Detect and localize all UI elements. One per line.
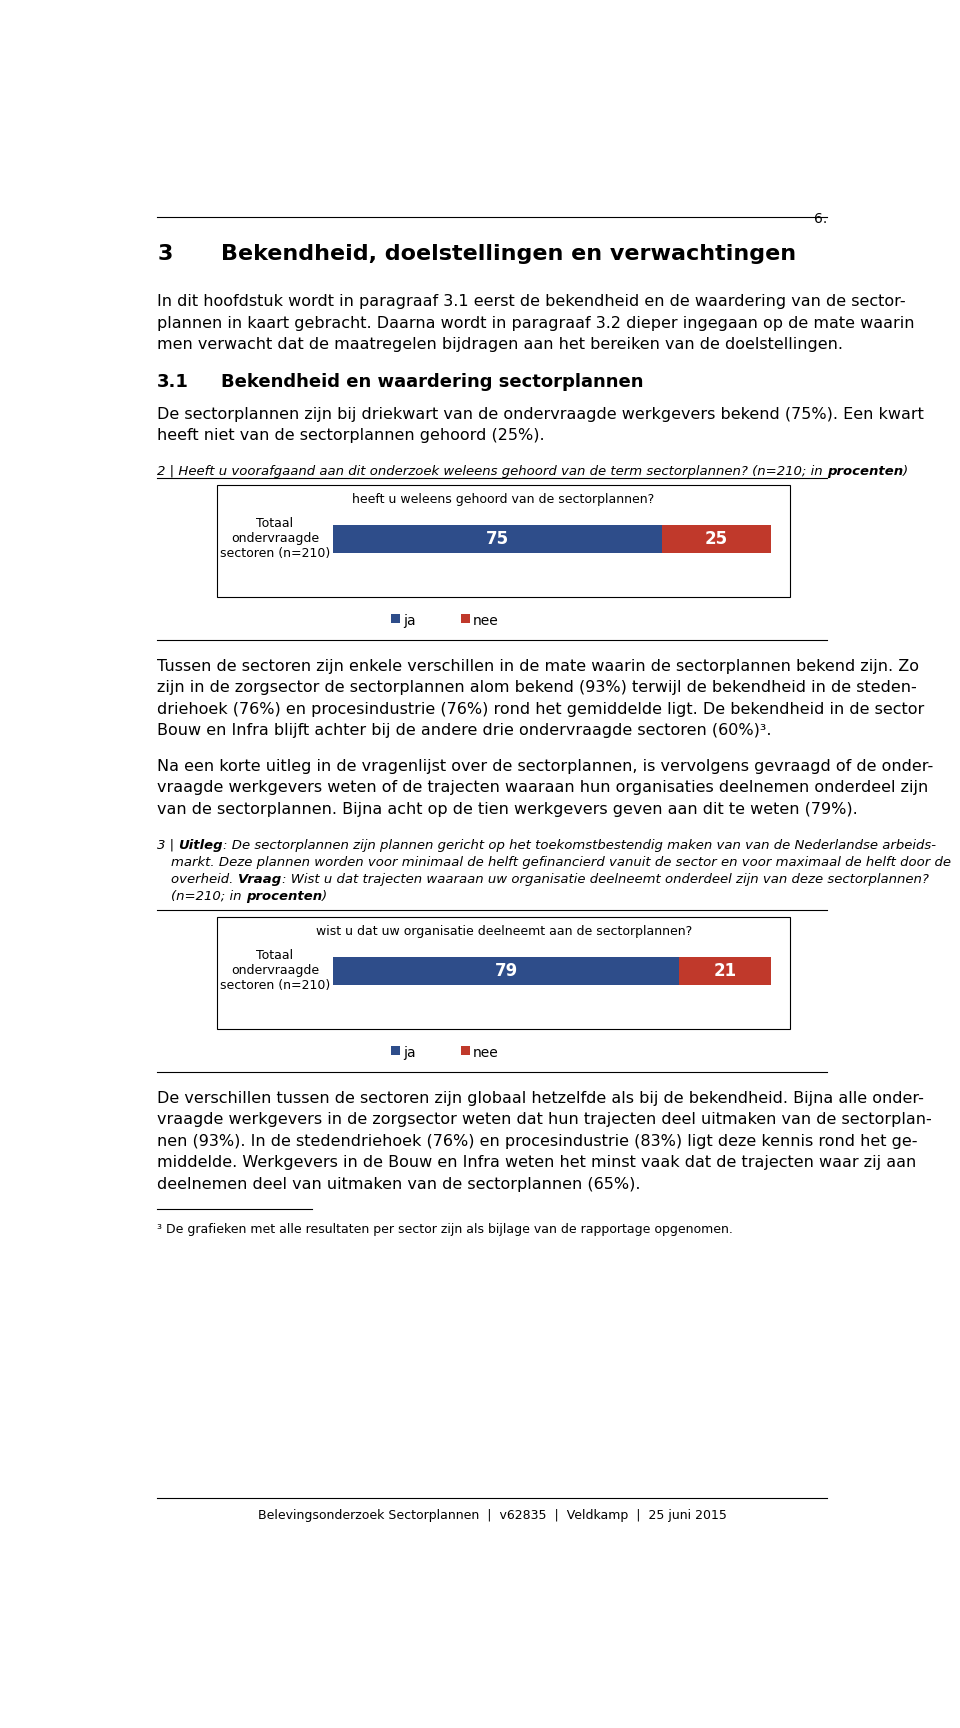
Text: 3.1: 3.1 <box>157 373 189 391</box>
Text: 75: 75 <box>486 530 509 548</box>
Text: : Wist u dat trajecten waaraan uw organisatie deelneemt onderdeel zijn van deze : : Wist u dat trajecten waaraan uw organi… <box>282 873 929 886</box>
FancyBboxPatch shape <box>392 615 399 622</box>
Text: middelde. Werkgevers in de Bouw en Infra weten het minst vaak dat de trajecten w: middelde. Werkgevers in de Bouw en Infra… <box>157 1156 917 1170</box>
Text: ja: ja <box>403 615 416 629</box>
Text: De sectorplannen zijn bij driekwart van de ondervraagde werkgevers bekend (75%).: De sectorplannen zijn bij driekwart van … <box>157 406 924 422</box>
Text: Belevingsonderzoek Sectorplannen  |  v62835  |  Veldkamp  |  25 juni 2015: Belevingsonderzoek Sectorplannen | v6283… <box>257 1509 727 1522</box>
Text: nen (93%). In de stedendriehoek (76%) en procesindustrie (83%) ligt deze kennis : nen (93%). In de stedendriehoek (76%) en… <box>157 1134 918 1149</box>
Text: Totaal
ondervraagde
sectoren (n=210): Totaal ondervraagde sectoren (n=210) <box>220 517 330 560</box>
Text: procenten: procenten <box>828 465 903 479</box>
Text: Bekendheid en waardering sectorplannen: Bekendheid en waardering sectorplannen <box>221 373 643 391</box>
Text: 21: 21 <box>713 962 736 980</box>
Text: ³ De grafieken met alle resultaten per sector zijn als bijlage van de rapportage: ³ De grafieken met alle resultaten per s… <box>157 1223 733 1236</box>
Text: In dit hoofdstuk wordt in paragraaf 3.1 eerst de bekendheid en de waardering van: In dit hoofdstuk wordt in paragraaf 3.1 … <box>157 294 906 309</box>
Text: Na een korte uitleg in de vragenlijst over de sectorplannen, is vervolgens gevra: Na een korte uitleg in de vragenlijst ov… <box>157 759 933 774</box>
FancyBboxPatch shape <box>392 1045 399 1054</box>
Text: driehoek (76%) en procesindustrie (76%) rond het gemiddelde ligt. De bekendheid : driehoek (76%) en procesindustrie (76%) … <box>157 702 924 717</box>
Text: nee: nee <box>472 1045 498 1061</box>
Text: De verschillen tussen de sectoren zijn globaal hetzelfde als bij de bekendheid. : De verschillen tussen de sectoren zijn g… <box>157 1090 924 1106</box>
Text: : De sectorplannen zijn plannen gericht op het toekomstbestendig maken van van d: : De sectorplannen zijn plannen gericht … <box>223 838 936 852</box>
Text: heeft niet van de sectorplannen gehoord (25%).: heeft niet van de sectorplannen gehoord … <box>157 429 545 444</box>
Text: wist u dat uw organisatie deelneemt aan de sectorplannen?: wist u dat uw organisatie deelneemt aan … <box>316 924 692 938</box>
Text: overheid.: overheid. <box>171 873 238 886</box>
FancyBboxPatch shape <box>217 918 790 1028</box>
Text: 2 | Heeft u voorafgaand aan dit onderzoek weleens gehoord van de term sectorplan: 2 | Heeft u voorafgaand aan dit onderzoe… <box>157 465 828 479</box>
Text: procenten: procenten <box>246 890 322 902</box>
FancyBboxPatch shape <box>661 525 771 553</box>
Text: Uitleg: Uitleg <box>179 838 223 852</box>
Text: Bekendheid, doelstellingen en verwachtingen: Bekendheid, doelstellingen en verwachtin… <box>221 244 796 264</box>
Text: 3 |: 3 | <box>157 838 179 852</box>
Text: Vraag: Vraag <box>238 873 282 886</box>
Text: deelnemen deel van uitmaken van de sectorplannen (65%).: deelnemen deel van uitmaken van de secto… <box>157 1177 640 1192</box>
FancyBboxPatch shape <box>461 1045 469 1054</box>
Text: ): ) <box>322 890 327 902</box>
Text: heeft u weleens gehoord van de sectorplannen?: heeft u weleens gehoord van de sectorpla… <box>352 492 655 506</box>
Text: ): ) <box>903 465 908 479</box>
Text: 79: 79 <box>494 962 517 980</box>
Text: plannen in kaart gebracht. Daarna wordt in paragraaf 3.2 dieper ingegaan op de m: plannen in kaart gebracht. Daarna wordt … <box>157 316 915 332</box>
Text: Totaal
ondervraagde
sectoren (n=210): Totaal ondervraagde sectoren (n=210) <box>220 949 330 992</box>
FancyBboxPatch shape <box>679 957 771 985</box>
Text: 3: 3 <box>157 244 173 264</box>
Text: zijn in de zorgsector de sectorplannen alom bekend (93%) terwijl de bekendheid i: zijn in de zorgsector de sectorplannen a… <box>157 681 917 695</box>
Text: 6.: 6. <box>813 213 827 226</box>
Text: ja: ja <box>403 1045 416 1061</box>
Text: 25: 25 <box>705 530 728 548</box>
Text: men verwacht dat de maatregelen bijdragen aan het bereiken van de doelstellingen: men verwacht dat de maatregelen bijdrage… <box>157 337 843 353</box>
Text: markt. Deze plannen worden voor minimaal de helft gefinancierd vanuit de sector : markt. Deze plannen worden voor minimaal… <box>171 855 951 869</box>
Text: van de sectorplannen. Bijna acht op de tien werkgevers geven aan dit te weten (7: van de sectorplannen. Bijna acht op de t… <box>157 802 858 817</box>
Text: vraagde werkgevers weten of de trajecten waaraan hun organisaties deelnemen onde: vraagde werkgevers weten of de trajecten… <box>157 781 928 795</box>
FancyBboxPatch shape <box>333 957 679 985</box>
Text: vraagde werkgevers in de zorgsector weten dat hun trajecten deel uitmaken van de: vraagde werkgevers in de zorgsector wete… <box>157 1113 932 1127</box>
Text: Bouw en Infra blijft achter bij de andere drie ondervraagde sectoren (60%)³.: Bouw en Infra blijft achter bij de ander… <box>157 724 772 738</box>
Text: Tussen de sectoren zijn enkele verschillen in de mate waarin de sectorplannen be: Tussen de sectoren zijn enkele verschill… <box>157 658 920 674</box>
Text: (n=210; in: (n=210; in <box>171 890 246 902</box>
FancyBboxPatch shape <box>217 486 790 596</box>
FancyBboxPatch shape <box>461 615 469 622</box>
Text: nee: nee <box>472 615 498 629</box>
FancyBboxPatch shape <box>333 525 661 553</box>
